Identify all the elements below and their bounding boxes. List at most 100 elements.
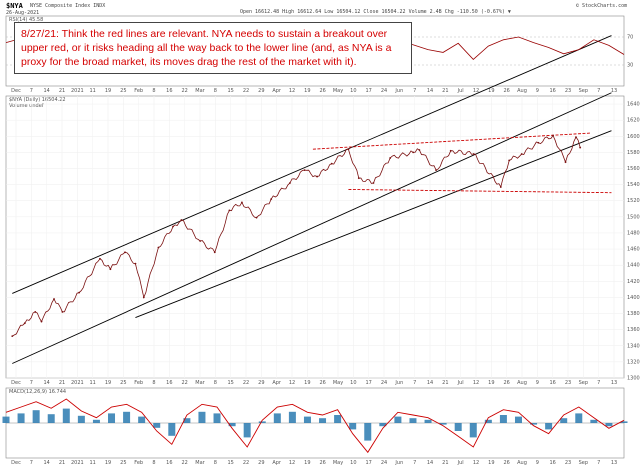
price-tick-label: 14000 [627, 295, 640, 301]
x-tick-label: 14 [43, 460, 49, 466]
price-tick-label: 14200 [627, 279, 640, 285]
x-tick-label: 21 [442, 88, 448, 94]
x-tick-label: Aug [517, 88, 527, 94]
x-tick-label: Feb [134, 380, 143, 386]
x-tick-label: 9 [536, 380, 539, 386]
macd-histogram-bar [273, 413, 281, 423]
price-tick-label: 16000 [627, 134, 640, 140]
x-tick-label: 8 [152, 460, 155, 466]
macd-histogram-bar [228, 423, 236, 427]
x-tick-label: 16 [549, 88, 555, 94]
price-point [109, 268, 112, 271]
stockcharts-brand: © StockCharts.com [576, 3, 628, 9]
x-tick-label: 19 [488, 380, 494, 386]
price-tick-label: 16200 [627, 118, 640, 124]
price-point [316, 175, 318, 178]
price-point [357, 177, 360, 180]
macd-histogram-bar [454, 423, 462, 431]
macd-histogram-bar [379, 423, 387, 427]
price-point [228, 209, 231, 212]
macd-histogram-bar [499, 415, 507, 423]
price-tick-label: 13400 [627, 343, 640, 349]
price-point [255, 216, 258, 219]
x-tick-label: 10 [350, 380, 356, 386]
x-tick-label: 22 [243, 88, 249, 94]
x-tick-label: 26 [503, 88, 509, 94]
price-point [270, 198, 273, 201]
x-tick-label: 14 [43, 380, 49, 386]
price-point [552, 134, 554, 137]
price-point [124, 251, 126, 254]
x-tick-label: Feb [134, 88, 143, 94]
x-tick-label: 21 [59, 380, 65, 386]
x-tick-label: 15 [227, 460, 233, 466]
x-tick-label: 7 [413, 88, 416, 94]
price-point [289, 182, 291, 184]
macd-histogram-bar [168, 423, 176, 436]
x-tick-label: Mar [195, 460, 205, 466]
price-tick-label: 15400 [627, 182, 640, 188]
price-point [435, 169, 437, 172]
macd-histogram-bar [514, 416, 522, 423]
price-point [34, 311, 37, 313]
price-point [180, 219, 183, 221]
x-tick-label: 26 [319, 88, 325, 94]
x-tick-label: 14 [427, 460, 433, 466]
price-tick-label: 13600 [627, 327, 640, 333]
x-tick-label: 11 [89, 380, 95, 386]
x-tick-label: 7 [597, 460, 600, 466]
macd-histogram-bar [605, 423, 613, 427]
x-tick-label: Jul [457, 460, 464, 466]
price-tick-label: 13200 [627, 359, 640, 365]
price-tick-label: 15000 [627, 214, 640, 220]
x-tick-label: Jun [394, 380, 403, 386]
x-tick-label: 10 [350, 460, 356, 466]
x-tick-label: 29 [258, 380, 264, 386]
price-tick-label: 14600 [627, 247, 640, 253]
x-tick-label: 9 [536, 460, 539, 466]
macd-histogram-bar [469, 423, 477, 438]
macd-histogram-bar [620, 421, 628, 423]
price-point [241, 201, 243, 204]
x-tick-label: 29 [258, 460, 264, 466]
macd-histogram-bar [530, 423, 538, 425]
macd-histogram-bar [394, 416, 402, 423]
x-tick-label: Apr [272, 460, 282, 466]
x-tick-label: 19 [488, 460, 494, 466]
price-point [418, 149, 421, 151]
price-point [412, 151, 415, 154]
macd-histogram-bar [62, 408, 70, 423]
x-tick-label: 29 [258, 88, 264, 94]
x-tick-label: 16 [166, 460, 172, 466]
x-tick-label: 19 [304, 460, 310, 466]
macd-histogram-bar [590, 419, 598, 423]
x-tick-label: 23 [565, 88, 571, 94]
price-point [303, 169, 306, 172]
x-tick-label: Apr [272, 88, 282, 94]
price-point [347, 148, 350, 151]
x-tick-label: 7 [597, 88, 600, 94]
macd-histogram-bar [47, 414, 55, 423]
price-point [11, 335, 14, 338]
channel-trendline [135, 130, 612, 318]
x-tick-label: 19 [304, 88, 310, 94]
x-tick-label: 10 [350, 88, 356, 94]
rsi-level-label: 30 [627, 63, 633, 69]
macd-histogram-bar [213, 413, 221, 423]
x-tick-label: 19 [488, 88, 494, 94]
x-tick-label: 25 [120, 88, 126, 94]
x-tick-label: Jul [457, 88, 464, 94]
price-tick-label: 15800 [627, 150, 640, 156]
price-series-line [12, 134, 581, 337]
symbol-label: $NYA [6, 2, 23, 10]
x-tick-label: 13 [611, 380, 617, 386]
price-point [472, 153, 475, 155]
price-panel-frame [5, 95, 625, 379]
x-tick-label: 25 [120, 380, 126, 386]
price-point [213, 251, 216, 254]
price-point [134, 262, 137, 265]
price-point [564, 161, 567, 163]
x-tick-label: 12 [289, 460, 295, 466]
x-tick-label: Apr [272, 380, 282, 386]
